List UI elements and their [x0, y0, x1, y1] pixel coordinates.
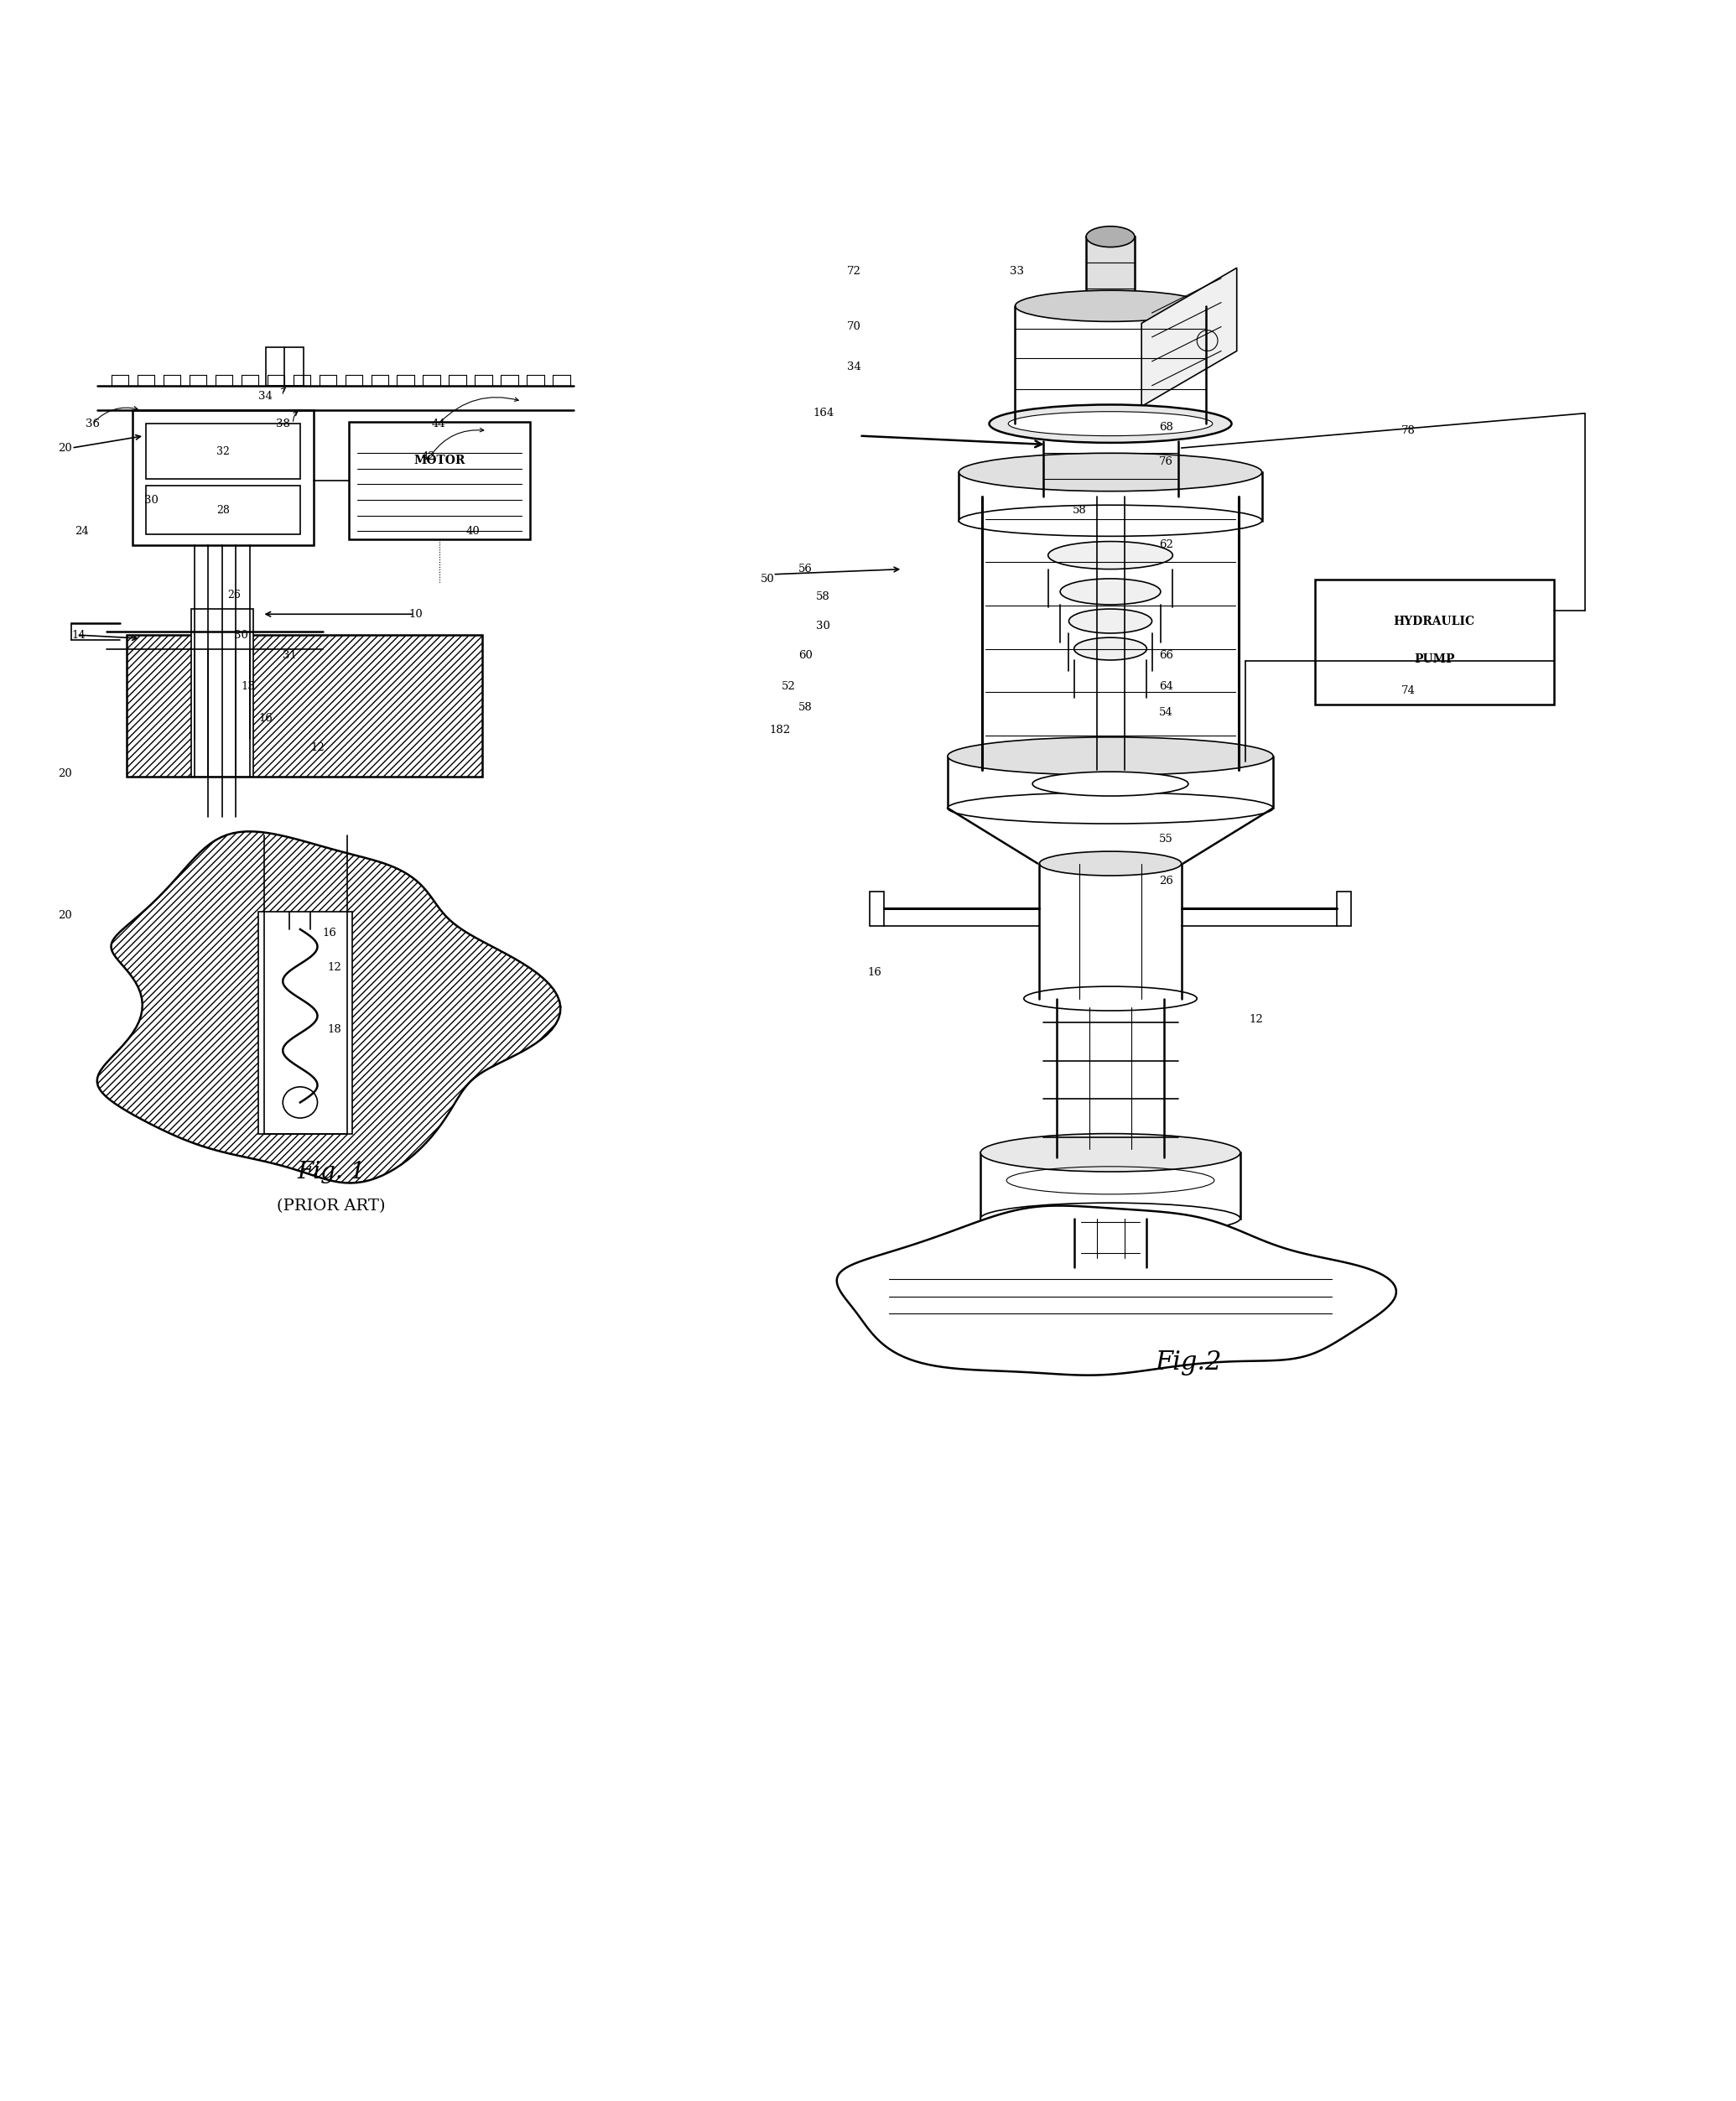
Text: 31: 31	[283, 651, 297, 662]
Text: MOTOR: MOTOR	[413, 454, 465, 466]
Text: 78: 78	[1401, 424, 1415, 437]
Text: 64: 64	[1160, 681, 1174, 693]
Text: (PRIOR ART): (PRIOR ART)	[278, 1200, 385, 1214]
Text: 26: 26	[227, 590, 241, 601]
Text: 60: 60	[799, 651, 812, 662]
Text: 34: 34	[847, 361, 861, 372]
Text: 30: 30	[816, 620, 830, 632]
Text: 40: 40	[467, 525, 481, 536]
Ellipse shape	[990, 405, 1231, 443]
Ellipse shape	[1016, 410, 1205, 437]
Bar	[259, 912, 352, 1135]
Text: 30: 30	[234, 630, 248, 641]
Ellipse shape	[1075, 637, 1147, 660]
Ellipse shape	[948, 792, 1272, 824]
Text: 58: 58	[799, 702, 812, 712]
Text: 33: 33	[1010, 267, 1024, 277]
Bar	[981, 1153, 1240, 1219]
Text: 58: 58	[816, 590, 830, 603]
Ellipse shape	[1033, 771, 1189, 796]
Bar	[1314, 580, 1554, 704]
Ellipse shape	[1040, 851, 1182, 876]
Text: 164: 164	[812, 408, 833, 418]
Text: 10: 10	[410, 609, 424, 620]
Text: Fig.2: Fig.2	[1154, 1349, 1222, 1376]
Text: 13: 13	[241, 681, 255, 693]
Bar	[958, 473, 1262, 521]
Text: 38: 38	[276, 418, 290, 429]
Text: 16: 16	[323, 927, 337, 939]
Text: 62: 62	[1160, 540, 1174, 550]
Ellipse shape	[1061, 578, 1161, 605]
Text: 36: 36	[85, 418, 99, 429]
Text: 52: 52	[781, 681, 795, 693]
Text: PUMP: PUMP	[1413, 653, 1455, 666]
Text: 20: 20	[57, 443, 71, 454]
Text: 44: 44	[432, 418, 446, 429]
Ellipse shape	[981, 1135, 1240, 1172]
Text: 12: 12	[311, 742, 325, 752]
Text: 20: 20	[57, 910, 71, 920]
Text: 28: 28	[217, 504, 229, 515]
Text: 55: 55	[1160, 834, 1174, 845]
Ellipse shape	[1049, 542, 1174, 569]
Text: 34: 34	[259, 391, 273, 401]
Bar	[146, 424, 300, 479]
Bar	[349, 422, 531, 540]
Bar	[266, 347, 304, 387]
Ellipse shape	[948, 737, 1272, 775]
Bar	[132, 410, 314, 544]
Ellipse shape	[1069, 609, 1153, 632]
Text: 18: 18	[328, 1025, 342, 1036]
Text: 50: 50	[760, 574, 774, 584]
Text: 16: 16	[259, 712, 273, 723]
Text: 56: 56	[799, 563, 812, 574]
Text: 20: 20	[57, 769, 71, 779]
Bar	[146, 485, 300, 534]
Ellipse shape	[1009, 412, 1212, 435]
Text: 12: 12	[1248, 1015, 1264, 1025]
Text: 26: 26	[1160, 876, 1174, 887]
Bar	[1337, 891, 1351, 927]
Text: 66: 66	[1160, 651, 1174, 662]
Bar	[127, 635, 483, 777]
Ellipse shape	[1016, 290, 1205, 321]
Text: 12: 12	[328, 962, 342, 973]
Text: 30: 30	[144, 494, 158, 506]
Text: 58: 58	[1073, 504, 1087, 515]
Text: 54: 54	[1160, 708, 1174, 719]
Text: 70: 70	[847, 321, 861, 332]
Text: 74: 74	[1401, 685, 1415, 695]
Text: 14: 14	[71, 630, 85, 641]
Ellipse shape	[1087, 227, 1135, 248]
Text: Fig. 1: Fig. 1	[297, 1160, 365, 1183]
Ellipse shape	[958, 454, 1262, 492]
Text: 68: 68	[1160, 422, 1174, 433]
Ellipse shape	[1024, 987, 1196, 1011]
Ellipse shape	[981, 1204, 1240, 1233]
Ellipse shape	[283, 1086, 318, 1118]
Bar	[870, 891, 884, 927]
Ellipse shape	[958, 504, 1262, 536]
Text: 182: 182	[769, 725, 790, 735]
Text: HYDRAULIC: HYDRAULIC	[1394, 616, 1476, 626]
Ellipse shape	[1087, 298, 1135, 315]
Polygon shape	[97, 832, 561, 1183]
Bar	[1087, 237, 1135, 307]
Text: 24: 24	[75, 525, 89, 536]
Polygon shape	[1142, 267, 1236, 405]
Text: 16: 16	[868, 966, 882, 979]
Bar	[948, 756, 1272, 809]
Text: 42: 42	[422, 452, 436, 462]
Polygon shape	[837, 1206, 1396, 1376]
Text: 76: 76	[1160, 456, 1174, 466]
Text: 32: 32	[217, 445, 229, 456]
Bar	[191, 609, 253, 777]
Text: 72: 72	[847, 267, 861, 277]
